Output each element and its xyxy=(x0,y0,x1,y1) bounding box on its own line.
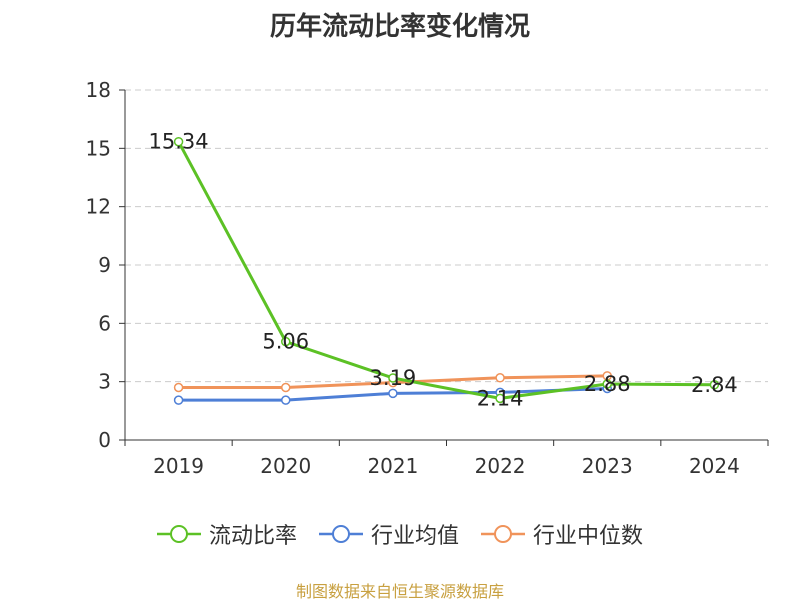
legend-marker-icon xyxy=(156,525,201,543)
data-point xyxy=(388,373,398,383)
legend-label: 行业中位数 xyxy=(533,524,644,549)
y-tick-label: 6 xyxy=(98,311,111,335)
series-line xyxy=(177,141,715,400)
x-tick-label: 2022 xyxy=(475,454,526,478)
y-tick-label: 0 xyxy=(98,428,111,452)
legend-marker-icon xyxy=(481,525,525,543)
data-point xyxy=(709,380,720,390)
data-point xyxy=(602,379,612,389)
data-point xyxy=(173,136,184,147)
y-tick-label: 18 xyxy=(86,78,111,102)
data-label: 2.84 xyxy=(691,373,738,397)
y-tick-label: 12 xyxy=(86,195,111,219)
series-lines xyxy=(173,136,720,405)
data-label: 3.19 xyxy=(370,366,417,390)
legend-marker-icon xyxy=(318,525,363,543)
data-label: 2.14 xyxy=(477,386,524,410)
data-label: 15.34 xyxy=(149,130,209,154)
data-point xyxy=(173,395,184,405)
x-tick-label: 2023 xyxy=(582,454,633,478)
data-label: 5.06 xyxy=(262,330,309,354)
legend: 流动比率 行业均值 行业中位数 xyxy=(0,518,800,550)
legend-item-industry-median[interactable]: 行业中位数 xyxy=(481,518,643,550)
axes: 0 3 6 9 12 15 18 2019 2020 2021 2022 2023 2024 xyxy=(86,78,769,478)
data-point xyxy=(281,336,291,347)
y-tick-label: 3 xyxy=(98,370,111,394)
chart-title: 历年流动比率变化情况 xyxy=(269,12,530,42)
data-point xyxy=(281,382,291,393)
data-point xyxy=(495,373,505,383)
data-point xyxy=(281,395,291,405)
x-tick-label: 2020 xyxy=(260,454,311,478)
legend-item-industry-mean[interactable]: 行业均值 xyxy=(318,518,459,550)
x-tick-label: 2024 xyxy=(689,454,740,478)
y-tick-label: 15 xyxy=(86,136,111,160)
data-point xyxy=(495,393,505,404)
legend-item-current-ratio[interactable]: 流动比率 xyxy=(156,518,297,550)
x-tick-label: 2021 xyxy=(367,454,418,478)
data-labels: 15.34 5.06 3.19 2.14 2.88 2.84 xyxy=(149,130,738,411)
y-tick-label: 9 xyxy=(98,253,111,277)
x-tick-label: 2019 xyxy=(153,454,204,478)
legend-label: 行业均值 xyxy=(370,524,459,549)
legend-label: 流动比率 xyxy=(208,524,297,549)
grid-lines xyxy=(125,89,768,383)
data-point xyxy=(388,388,398,399)
source-note: 制图数据来自恒生聚源数据库 xyxy=(295,582,504,601)
data-label: 2.88 xyxy=(584,372,631,396)
data-point xyxy=(173,382,184,393)
